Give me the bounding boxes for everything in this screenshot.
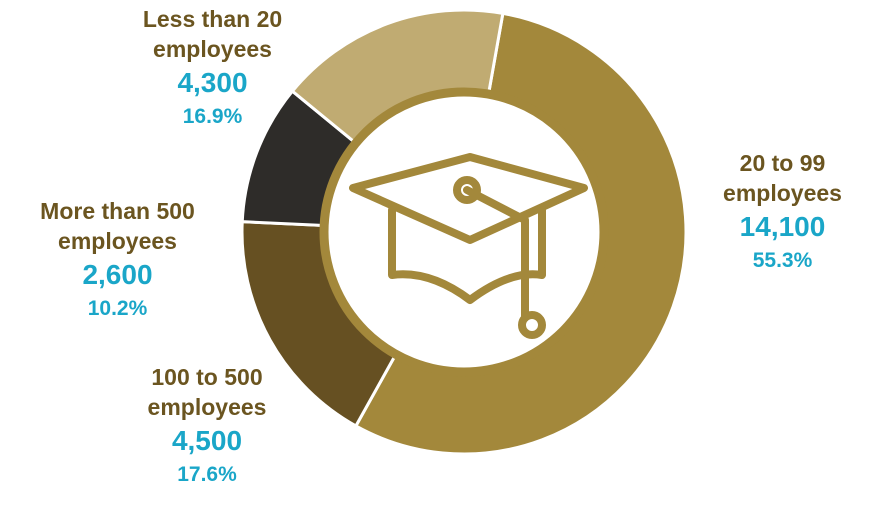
percent-label: 17.6% <box>177 463 237 486</box>
category-label: Less than 20 <box>142 6 283 32</box>
category-label: 100 to 500 <box>151 364 263 390</box>
category-label: employees <box>153 36 272 62</box>
value-label: 4,300 <box>177 67 248 98</box>
category-label: employees <box>723 180 842 206</box>
graduation-cap-icon <box>349 153 588 339</box>
value-label: 4,500 <box>171 425 243 456</box>
category-label: 20 to 99 <box>739 150 826 176</box>
category-label: employees <box>147 394 267 420</box>
value-label: 2,600 <box>82 259 153 290</box>
value-label: 14,100 <box>739 211 826 242</box>
category-label: employees <box>58 228 177 254</box>
percent-label: 16.9% <box>182 105 243 128</box>
slice-label-100-to-500: 100 to 500 employees 4,500 17.6% <box>112 362 302 490</box>
slice-label-20-to-99: 20 to 99 employees 14,100 55.3% <box>700 148 865 276</box>
percent-label: 10.2% <box>87 297 148 320</box>
slice-label-less-than-20: Less than 20 employees 4,300 16.9% <box>115 4 310 132</box>
category-label: More than 500 <box>40 198 195 224</box>
slice-label-more-than-500: More than 500 employees 2,600 10.2% <box>10 196 225 324</box>
percent-label: 55.3% <box>752 249 813 272</box>
